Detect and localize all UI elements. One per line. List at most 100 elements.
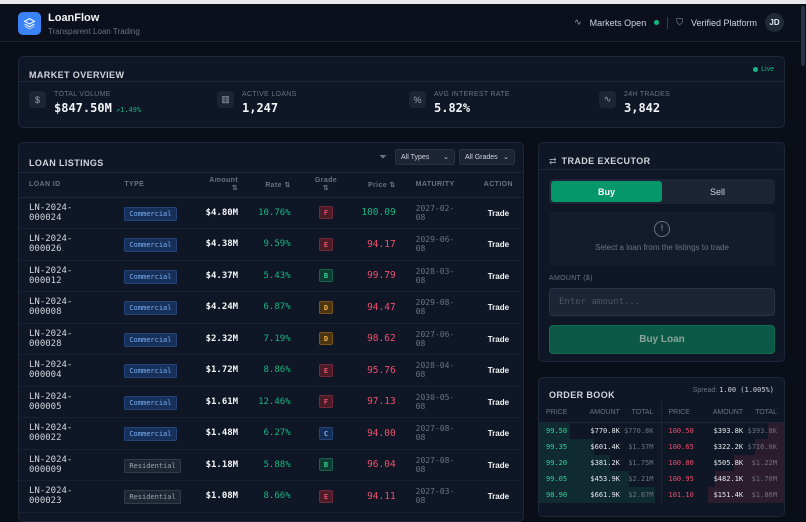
loan-type: Commercial — [114, 260, 191, 292]
table-row[interactable]: LN-2024-000004 Commercial $1.72M 8.86% E 95.7… — [19, 354, 523, 387]
loan-id-value: LN-2024-000009 — [29, 454, 73, 475]
bid-row[interactable]: 99.05 $453.9K $2.21M — [539, 471, 661, 487]
stat-number: 5.82% — [434, 101, 471, 115]
loan-maturity: 2027-08-08 — [405, 449, 474, 481]
depth-bar — [734, 455, 784, 471]
trade-button[interactable]: Trade — [487, 303, 510, 313]
table-row[interactable]: LN-2024-000012 Commercial $4.37M 5.43% B 99.7… — [19, 260, 523, 292]
column-header[interactable]: Price ⇅ — [351, 173, 406, 198]
trade-button[interactable]: Trade — [487, 492, 510, 502]
order-total: $2.87M — [628, 491, 654, 499]
table-row[interactable]: LN-2024-000026 Commercial $4.38M 9.59% E 94.1… — [19, 228, 523, 261]
trade-button[interactable]: Trade — [487, 334, 510, 344]
loan-rate: 5.43% — [248, 260, 301, 292]
order-price: 99.20 — [546, 459, 568, 467]
loan-price: 94.11 — [351, 480, 406, 513]
grade-badge: F — [318, 395, 333, 409]
bid-row[interactable]: 99.35 $601.4K $1.37M — [539, 439, 661, 455]
table-row[interactable]: LN-2024-000008 Commercial $4.24M 6.87% D 94.4… — [19, 291, 523, 324]
ask-row[interactable]: 100.80 $505.8K $1.22M — [662, 455, 784, 471]
stat-24h-trades: ∿ 24H TRADES 3,842 — [599, 91, 670, 115]
sell-tab[interactable]: Sell — [709, 186, 725, 197]
divider — [667, 16, 669, 29]
stat-number: 1,247 — [242, 101, 279, 115]
loan-rate: 7.19% — [248, 323, 301, 355]
order-total: $1.86M — [751, 491, 777, 499]
loan-amount: $4.38M — [190, 228, 249, 261]
table-row[interactable]: LN-2024-000005 Commercial $1.61M 12.46% F 97.… — [19, 386, 523, 418]
order-total: $2.21M — [628, 475, 654, 483]
column-header[interactable]: Amount ⇅ — [190, 173, 249, 198]
bid-row[interactable]: 99.20 $381.2K $1.75M — [539, 455, 661, 471]
loan-rate: 9.59% — [248, 228, 301, 261]
loan-id-value: LN-2024-000005 — [29, 391, 73, 412]
amount-input[interactable] — [549, 288, 775, 316]
page-scrollbar[interactable] — [800, 6, 806, 506]
table-row[interactable]: LN-2024-000022 Commercial $1.48M 6.27% C 94.0… — [19, 417, 523, 450]
loan-action: Trade — [473, 197, 523, 229]
loan-maturity-value: 2028-03-08 — [415, 266, 455, 285]
loan-rate: 8.66% — [248, 480, 301, 513]
order-total: $393.8K — [747, 427, 777, 435]
trade-button[interactable]: Trade — [487, 271, 510, 281]
dollar-icon: $ — [29, 91, 46, 108]
orderbook-column-a: AMOUNT — [589, 408, 620, 416]
loan-action: Trade — [473, 386, 523, 418]
trade-button[interactable]: Trade — [487, 366, 510, 376]
loan-amount: $4.80M — [190, 197, 249, 229]
order-amount: $601.4K — [590, 443, 620, 451]
orderbook-header: PRICE AMOUNT TOTAL — [539, 402, 661, 423]
depth-bar — [539, 423, 571, 439]
table-row[interactable]: LN-2024-000023 Residential $1.08M 8.66% E 94.… — [19, 480, 523, 513]
stat-total-volume: $ TOTAL VOLUME $847.50M ↗1.49% — [29, 91, 141, 115]
loan-id: LN-2024-000012 — [19, 260, 115, 292]
trade-button[interactable]: Trade — [487, 429, 510, 439]
order-amount: $661.9K — [590, 491, 620, 499]
stat-label: 24H TRADES — [624, 91, 671, 98]
ask-row[interactable]: 100.65 $322.2K $716.0K — [662, 439, 784, 455]
bid-row[interactable]: 99.50 $770.8K $770.8K — [539, 423, 661, 439]
order-price: 100.95 — [668, 475, 694, 483]
ask-row[interactable]: 101.10 $151.4K $1.86M — [662, 487, 784, 503]
order-price: 99.35 — [546, 443, 568, 451]
loan-id: LN-2024-000028 — [19, 323, 115, 355]
table-row[interactable]: LN-2024-000009 Residential $1.18M 5.88% B 96.… — [19, 449, 523, 481]
buy-loan-button[interactable]: Buy Loan — [549, 325, 775, 354]
trade-executor: ⇄ TRADE EXECUTOR Buy Sell ! Select a loan… — [538, 142, 785, 362]
trade-button[interactable]: Trade — [487, 397, 510, 407]
avatar[interactable]: JD — [765, 13, 784, 32]
loan-amount: $1.08M — [190, 480, 249, 513]
ask-row[interactable]: 100.50 $393.8K $393.8K — [662, 423, 784, 439]
stat-value: 1,247 — [242, 101, 297, 115]
info-text: Select a loan from the listings to trade — [595, 243, 729, 252]
column-header[interactable]: Rate ⇅ — [248, 173, 301, 198]
loan-id: LN-2024-000005 — [19, 386, 115, 418]
loan-price-value: 94.00 — [367, 427, 396, 439]
trade-button[interactable]: Trade — [487, 240, 510, 250]
buy-tab[interactable]: Buy — [551, 181, 662, 202]
loan-price: 99.79 — [351, 260, 406, 292]
grade-filter-select[interactable]: All Grades ⌄ — [459, 149, 515, 165]
table-row[interactable]: LN-2024-000028 Commercial $2.32M 7.19% D 98.6… — [19, 323, 523, 355]
loan-maturity: 2027-03-08 — [405, 480, 474, 513]
bid-row[interactable]: 98.90 $661.9K $2.87M — [539, 487, 661, 503]
type-badge: Commercial — [124, 238, 177, 253]
ask-row[interactable]: 100.95 $482.1K $1.70M — [662, 471, 784, 487]
trade-button[interactable]: Trade — [487, 208, 510, 218]
order-amount: $770.8K — [590, 427, 620, 435]
loan-rate-value: 5.88% — [263, 459, 291, 470]
column-header[interactable]: Grade ⇅ — [300, 173, 352, 198]
depth-bar — [714, 471, 784, 487]
loan-action: Trade — [473, 449, 523, 481]
type-filter-select[interactable]: All Types ⌄ — [395, 149, 455, 165]
loan-action: Trade — [473, 228, 523, 261]
loan-price: 100.09 — [351, 197, 406, 229]
scrollbar-thumb[interactable] — [801, 6, 805, 66]
trade-button[interactable]: Trade — [487, 460, 510, 470]
table-row[interactable]: LN-2024-000024 Commercial $4.80M 10.76% F 100… — [19, 197, 523, 229]
orderbook-column-t: TOTAL — [755, 408, 777, 416]
loan-amount-value: $1.48M — [205, 428, 239, 439]
loan-maturity: 2027-08-08 — [405, 417, 474, 450]
loan-rate: 6.27% — [248, 417, 301, 450]
loan-price-value: 96.04 — [367, 459, 396, 471]
